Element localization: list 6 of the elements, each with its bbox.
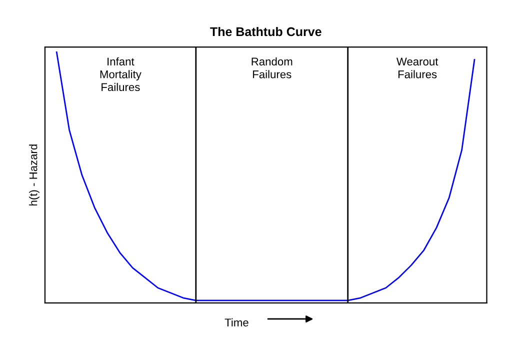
y-axis-title: h(t) - Hazard bbox=[29, 144, 40, 206]
x-axis-title: Time bbox=[224, 318, 248, 326]
chart-title: The Bathtub Curve bbox=[210, 26, 322, 36]
annotation: Wearout Failures bbox=[396, 58, 438, 78]
annotation: Random Failures bbox=[252, 57, 292, 78]
annotation: Infant Mortality Failures bbox=[100, 57, 142, 92]
